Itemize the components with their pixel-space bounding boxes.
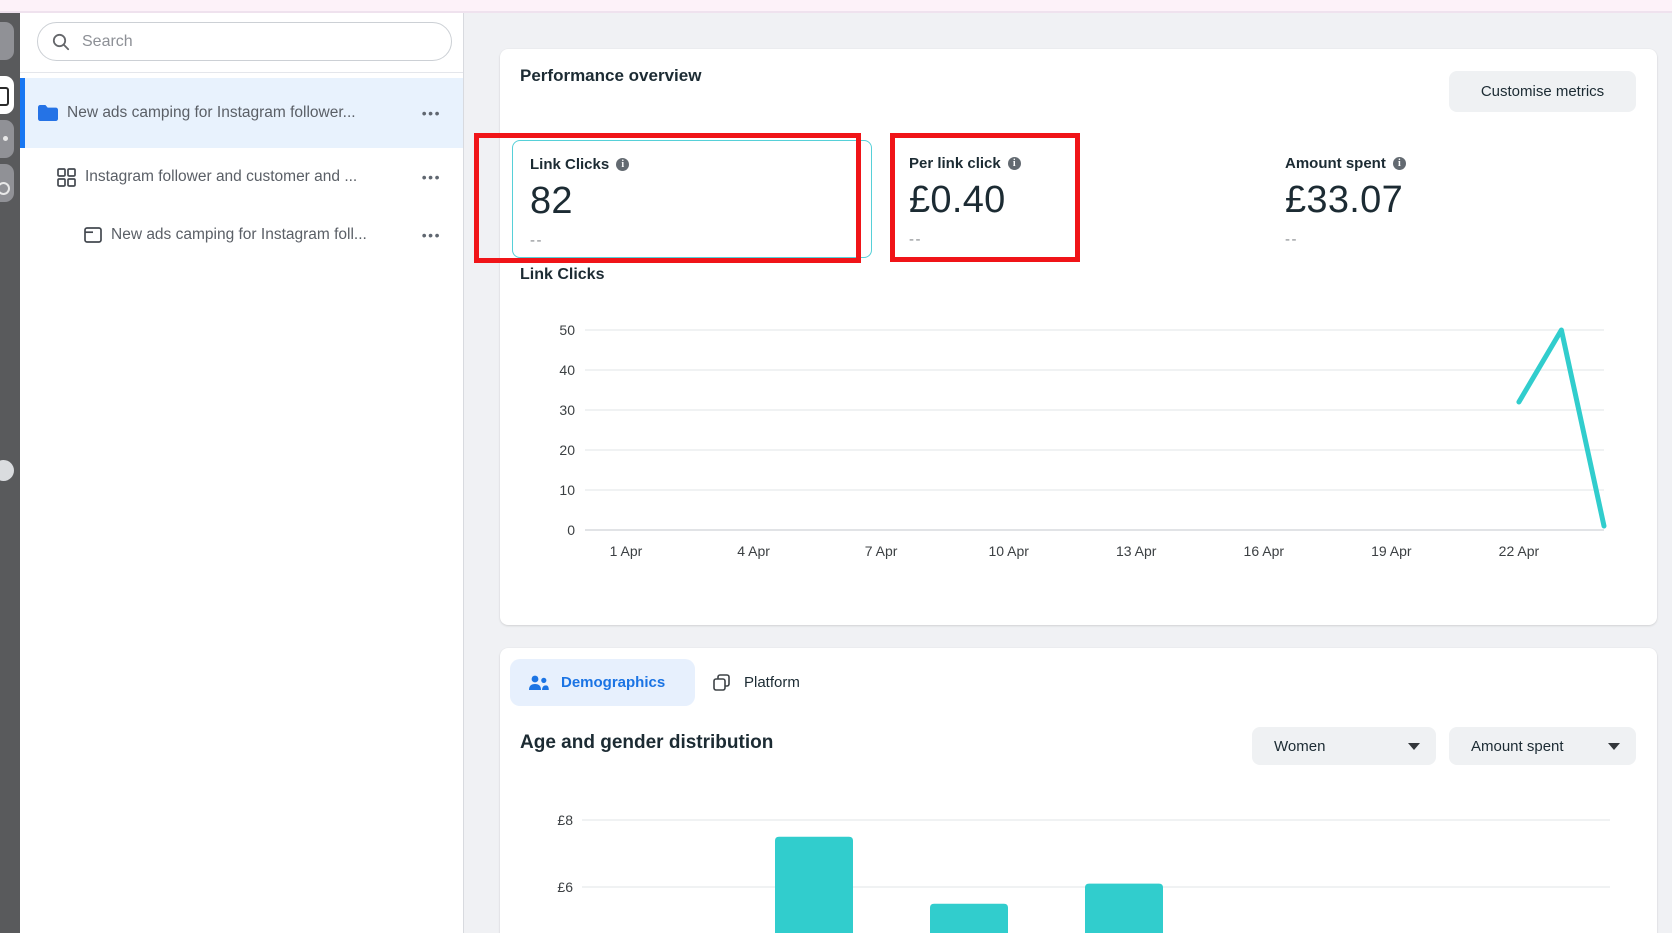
tab-platform-label: Platform (744, 674, 800, 691)
svg-text:22 Apr: 22 Apr (1499, 543, 1540, 559)
chevron-down-icon (1408, 743, 1420, 750)
metric-label: Per link click (909, 155, 1001, 172)
overlapping-squares-icon (713, 674, 730, 691)
svg-text:10: 10 (559, 482, 575, 498)
selected-indicator (20, 78, 25, 148)
demographics-card: Demographics Platform Age and gender dis… (500, 648, 1657, 933)
line-chart-title: Link Clicks (520, 266, 604, 284)
search-icon (52, 33, 70, 51)
customise-metrics-button[interactable]: Customise metrics (1449, 71, 1636, 112)
tab-demographics[interactable]: Demographics (510, 659, 695, 706)
search-box[interactable] (37, 22, 452, 61)
svg-text:13 Apr: 13 Apr (1116, 543, 1157, 559)
rail-nav-icon[interactable] (0, 120, 14, 158)
info-icon[interactable] (616, 158, 629, 171)
sidebar-divider (20, 72, 463, 73)
svg-text:4 Apr: 4 Apr (737, 543, 770, 559)
svg-text:1 Apr: 1 Apr (610, 543, 643, 559)
ad-icon (84, 227, 102, 243)
performance-overview-card: Performance overview Customise metrics L… (500, 49, 1657, 625)
tab-platform[interactable]: Platform (694, 659, 854, 706)
ad-set-label: Instagram follower and customer and ... (85, 168, 414, 186)
svg-text:16 Apr: 16 Apr (1244, 543, 1285, 559)
svg-text:7 Apr: 7 Apr (865, 543, 898, 559)
metric-value: £33.07 (1285, 179, 1598, 222)
age-gender-heading: Age and gender distribution (520, 732, 773, 754)
tab-demographics-label: Demographics (561, 674, 665, 691)
svg-text:20: 20 (559, 442, 575, 458)
sidebar-item-ad-set[interactable]: Instagram follower and customer and ... (20, 148, 463, 206)
campaign-tree-sidebar: New ads camping for Instagram follower..… (20, 13, 464, 933)
metric-card-link-clicks[interactable]: Link Clicks 82 -- (512, 140, 872, 258)
svg-text:19 Apr: 19 Apr (1371, 543, 1412, 559)
sidebar-item-campaign[interactable]: New ads camping for Instagram follower..… (20, 78, 463, 148)
svg-text:50: 50 (559, 322, 575, 338)
rail-nav-icon[interactable] (0, 22, 14, 60)
performance-overview-title: Performance overview (520, 66, 701, 86)
svg-text:0: 0 (567, 522, 575, 538)
people-icon (528, 675, 549, 691)
sidebar-item-ad[interactable]: New ads camping for Instagram foll... (20, 206, 463, 264)
gender-filter-dropdown[interactable]: Women (1252, 727, 1436, 765)
rail-avatar-icon[interactable] (0, 460, 14, 481)
age-gender-bar-chart: £8 £6 (505, 780, 1650, 933)
metric-filter-value: Amount spent (1471, 738, 1564, 755)
campaign-label: New ads camping for Instagram follower..… (67, 104, 414, 122)
rail-nav-icon-active[interactable] (0, 76, 14, 114)
left-nav-rail (0, 13, 20, 933)
link-clicks-line-chart: 0 10 20 30 40 50 1 Apr 4 Apr 7 Apr 10 Apr 13 Apr 16… (505, 305, 1650, 575)
ad-set-icon (57, 168, 76, 187)
metric-secondary: -- (1285, 231, 1598, 248)
metric-label: Amount spent (1285, 155, 1386, 172)
rail-nav-icon[interactable] (0, 164, 14, 202)
metric-card-per-link-click[interactable]: Per link click £0.40 -- (892, 140, 1182, 258)
more-options-icon[interactable] (422, 169, 441, 185)
metric-secondary: -- (530, 232, 871, 249)
info-icon[interactable] (1008, 157, 1021, 170)
metric-value: £0.40 (909, 179, 1182, 222)
top-bar (0, 0, 1672, 13)
more-options-icon[interactable] (422, 105, 441, 121)
svg-text:10 Apr: 10 Apr (988, 543, 1029, 559)
chevron-down-icon (1608, 743, 1620, 750)
ad-label: New ads camping for Instagram foll... (111, 226, 414, 244)
metric-value: 82 (530, 180, 871, 223)
info-icon[interactable] (1393, 157, 1406, 170)
ads-manager-screen: New ads camping for Instagram follower..… (0, 0, 1672, 933)
metric-card-amount-spent[interactable]: Amount spent £33.07 -- (1268, 140, 1598, 258)
metric-secondary: -- (909, 231, 1182, 248)
search-input[interactable] (80, 32, 451, 52)
gender-filter-value: Women (1274, 738, 1325, 755)
folder-icon (38, 105, 58, 121)
more-options-icon[interactable] (422, 227, 441, 243)
svg-text:30: 30 (559, 402, 575, 418)
svg-text:40: 40 (559, 362, 575, 378)
svg-text:£6: £6 (557, 879, 573, 895)
svg-text:£8: £8 (557, 812, 573, 828)
metric-label: Link Clicks (530, 156, 609, 173)
metric-filter-dropdown[interactable]: Amount spent (1449, 727, 1636, 765)
